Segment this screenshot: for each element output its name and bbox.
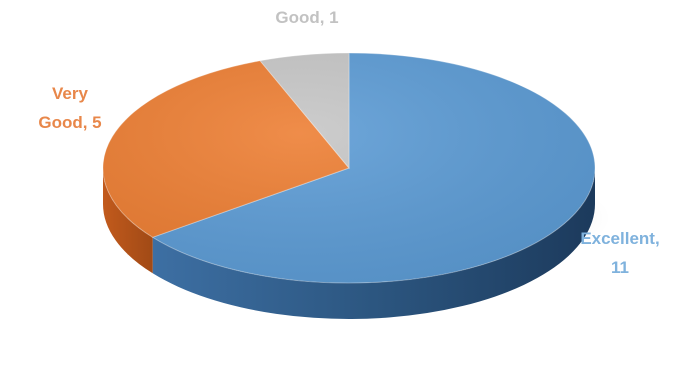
- data-label-very-good: Very Good, 5: [38, 84, 101, 132]
- data-label-good: Good, 1: [275, 8, 338, 27]
- pie-side-very-good: [103, 168, 153, 274]
- data-label-excellent: Excellent, 11: [580, 229, 659, 277]
- pie-top-shading: [103, 53, 595, 283]
- pie-side-excellent: [152, 168, 596, 319]
